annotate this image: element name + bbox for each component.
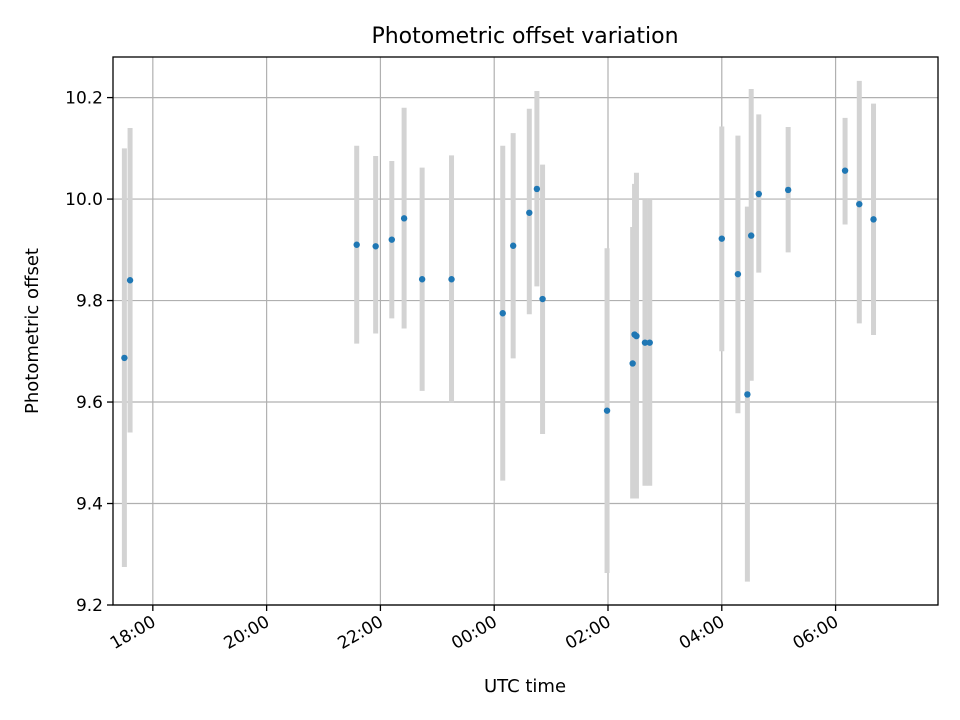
data-point xyxy=(641,339,649,346)
x-tick-label: 00:00 xyxy=(448,612,500,654)
x-tick-label: 04:00 xyxy=(676,612,728,654)
data-point xyxy=(646,339,653,346)
data-point xyxy=(509,242,517,249)
x-tick-label: 02:00 xyxy=(562,612,614,654)
data-point xyxy=(784,186,792,194)
data-point xyxy=(633,332,640,340)
data-point xyxy=(718,235,725,242)
x-tick-label: 22:00 xyxy=(334,612,386,654)
data-point xyxy=(629,360,636,367)
y-tick-label: 9.8 xyxy=(76,292,103,312)
data-point xyxy=(448,276,455,283)
x-tick-label: 18:00 xyxy=(107,612,159,654)
data-point xyxy=(744,391,751,398)
x-axis-ticks: 18:00 20:00 22:00 00:00 02:00 04:00 06:00 xyxy=(107,605,842,654)
data-point xyxy=(603,407,611,414)
y-tick-label: 9.6 xyxy=(76,393,103,413)
data-points xyxy=(121,167,877,414)
data-point xyxy=(388,236,395,243)
grid-lines xyxy=(113,57,938,606)
y-axis-ticks: 9.2 9.4 9.6 9.8 10.0 10.2 xyxy=(65,89,113,616)
y-tick-label: 10.0 xyxy=(65,190,103,210)
y-tick-label: 9.4 xyxy=(76,495,103,515)
x-tick-label: 06:00 xyxy=(790,612,842,654)
data-point xyxy=(734,270,742,278)
data-point xyxy=(856,200,863,208)
data-point xyxy=(533,185,541,193)
data-point xyxy=(499,310,506,317)
y-tick-label: 10.2 xyxy=(65,89,103,109)
data-point xyxy=(418,276,426,283)
data-point xyxy=(121,354,128,362)
y-axis-label: Photometric offset xyxy=(22,248,43,414)
data-point xyxy=(126,277,134,284)
data-point xyxy=(539,295,546,303)
data-point xyxy=(400,215,408,222)
data-point xyxy=(372,243,379,250)
data-point xyxy=(526,209,533,216)
data-point xyxy=(747,232,755,239)
plot-frame xyxy=(112,56,939,606)
data-point xyxy=(755,190,762,198)
chart-title: Photometric offset variation xyxy=(371,24,678,49)
data-point xyxy=(353,241,360,248)
x-tick-label: 20:00 xyxy=(221,612,273,654)
y-tick-label: 9.2 xyxy=(76,596,103,616)
data-point xyxy=(841,167,849,174)
error-bars xyxy=(121,80,877,582)
data-point xyxy=(870,216,877,223)
x-axis-label: UTC time xyxy=(484,676,566,697)
